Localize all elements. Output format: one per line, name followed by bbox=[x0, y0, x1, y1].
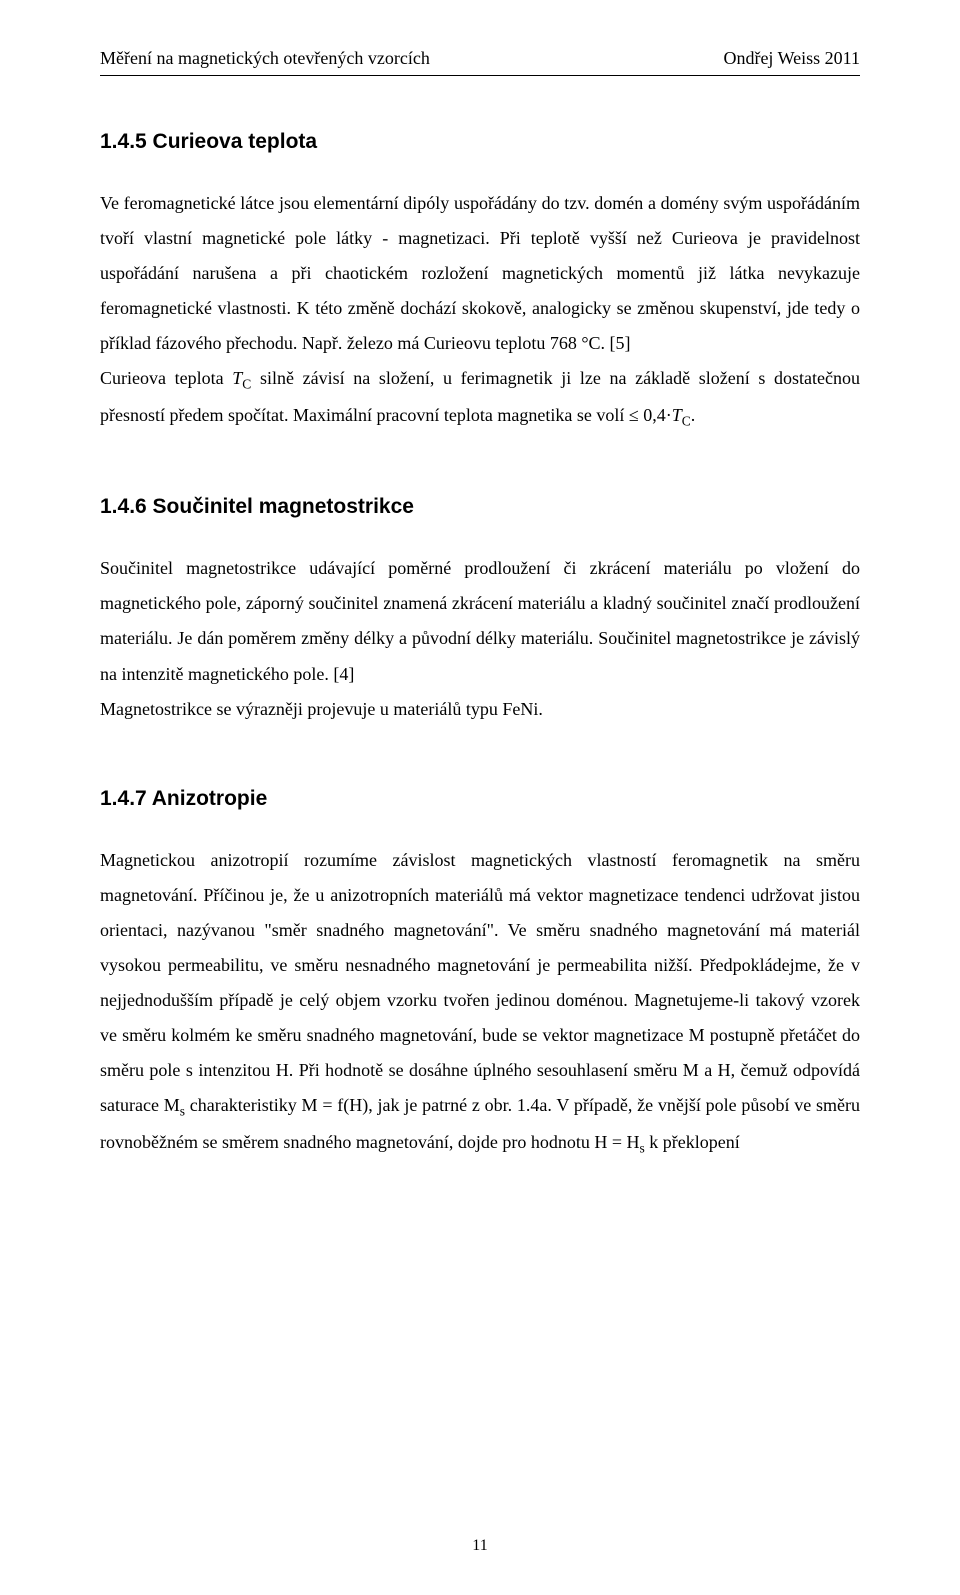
page-number: 11 bbox=[472, 1537, 487, 1555]
section-heading-2: 1.4.6 Součinitel magnetostrikce bbox=[100, 495, 860, 519]
header-title: Měření na magnetických otevřených vzorcí… bbox=[100, 48, 430, 69]
section-body-1: Ve feromagnetické látce jsou elementární… bbox=[100, 186, 860, 435]
section-body-2: Součinitel magnetostrikce udávající pomě… bbox=[100, 551, 860, 726]
header-author-year: Ondřej Weiss 2011 bbox=[723, 48, 860, 69]
section-heading-3: 1.4.7 Anizotropie bbox=[100, 787, 860, 811]
section-1: 1.4.5 Curieova teplota Ve feromagnetické… bbox=[100, 130, 860, 435]
section-3: 1.4.7 Anizotropie Magnetickou anizotropi… bbox=[100, 787, 860, 1162]
page-header: Měření na magnetických otevřených vzorcí… bbox=[100, 48, 860, 76]
section-2: 1.4.6 Součinitel magnetostrikce Součinit… bbox=[100, 495, 860, 726]
section-heading-1: 1.4.5 Curieova teplota bbox=[100, 130, 860, 154]
section-body-3: Magnetickou anizotropií rozumíme závislo… bbox=[100, 843, 860, 1162]
